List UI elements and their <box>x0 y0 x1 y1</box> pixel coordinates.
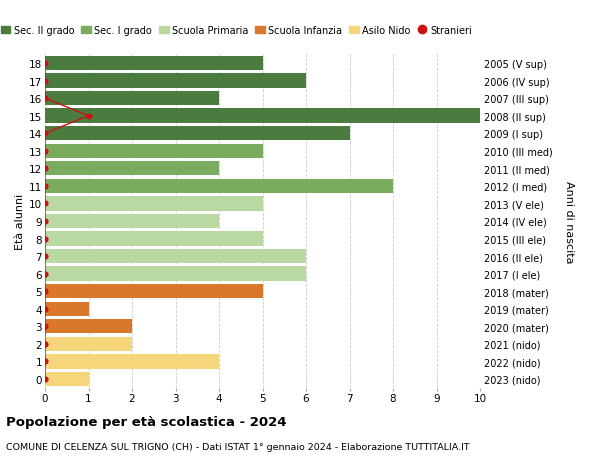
Y-axis label: Età alunni: Età alunni <box>15 193 25 250</box>
Bar <box>45 284 263 299</box>
Bar <box>45 56 263 71</box>
Legend: Sec. II grado, Sec. I grado, Scuola Primaria, Scuola Infanzia, Asilo Nido, Stran: Sec. II grado, Sec. I grado, Scuola Prim… <box>0 22 476 39</box>
Bar <box>45 249 306 263</box>
Bar <box>45 267 306 281</box>
Text: COMUNE DI CELENZA SUL TRIGNO (CH) - Dati ISTAT 1° gennaio 2024 - Elaborazione TU: COMUNE DI CELENZA SUL TRIGNO (CH) - Dati… <box>6 442 470 451</box>
Bar <box>45 74 306 89</box>
Bar <box>45 179 393 194</box>
Y-axis label: Anni di nascita: Anni di nascita <box>564 180 574 263</box>
Bar <box>45 337 132 351</box>
Bar <box>45 232 263 246</box>
Text: Popolazione per età scolastica - 2024: Popolazione per età scolastica - 2024 <box>6 415 287 428</box>
Bar <box>45 302 89 316</box>
Bar <box>45 354 219 369</box>
Bar <box>45 319 132 334</box>
Bar <box>45 92 219 106</box>
Bar <box>45 109 480 123</box>
Bar <box>45 127 349 141</box>
Bar <box>45 144 263 159</box>
Bar <box>45 162 219 176</box>
Bar <box>45 214 219 229</box>
Bar <box>45 372 89 386</box>
Bar <box>45 197 263 211</box>
